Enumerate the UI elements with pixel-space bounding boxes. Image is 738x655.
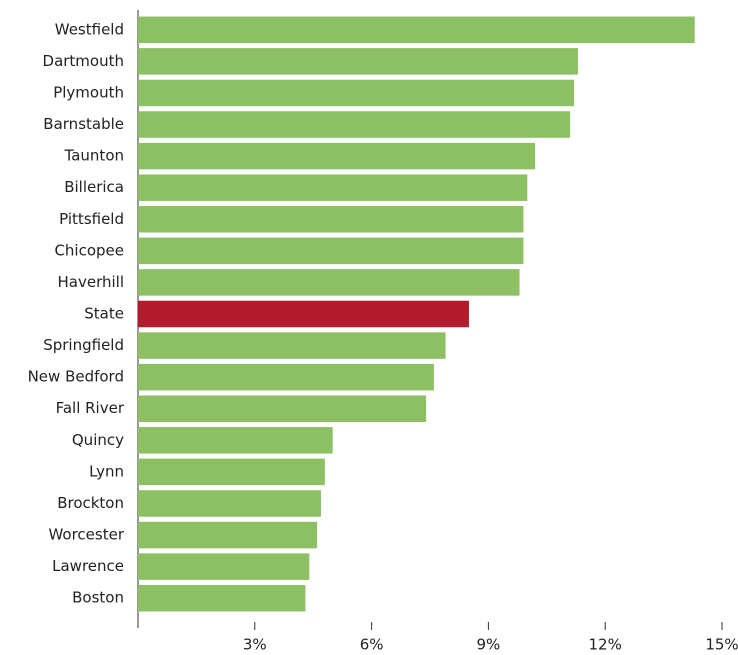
y-tick-label: Chicopee [54,241,124,259]
bar [138,300,469,328]
y-tick-label: Barnstable [43,115,124,133]
bar [138,521,318,549]
y-tick-label: Westfield [55,20,124,38]
y-tick-label: Worcester [48,526,124,544]
bar [138,427,333,454]
x-tick-label: 15% [705,636,738,654]
bar [138,332,446,359]
y-tick-label: Haverhill [58,273,125,291]
bar [138,395,427,422]
bar [138,237,524,265]
bar [138,174,528,201]
y-tick-label: Springfield [43,336,124,354]
x-tick-label: 3% [243,636,267,654]
x-tick-label: 12% [589,636,622,654]
bar [138,16,695,44]
bar [138,142,536,170]
y-tick-label: State [84,305,124,323]
bar [138,111,571,138]
y-tick-label: Billerica [64,178,124,196]
bar [138,553,310,580]
y-tick-label: Lynn [89,462,124,480]
y-tick-label: Quincy [72,431,124,449]
bar [138,79,575,107]
bar [138,269,520,296]
y-tick-label: Taunton [64,147,124,165]
y-tick-label: Boston [72,589,124,607]
bar [138,363,434,391]
y-tick-label: Fall River [56,399,125,417]
y-tick-label: New Bedford [28,368,124,386]
bar [138,48,578,75]
y-tick-label: Dartmouth [43,52,124,70]
bar [138,458,325,486]
bar [138,490,321,517]
y-tick-label: Lawrence [52,557,124,575]
y-tick-label: Plymouth [53,83,124,101]
x-tick-label: 6% [360,636,384,654]
y-tick-label: Brockton [57,494,124,512]
x-tick-label: 9% [477,636,501,654]
y-tick-label: Pittsfield [59,210,124,228]
bar [138,584,306,612]
bar [138,206,524,233]
